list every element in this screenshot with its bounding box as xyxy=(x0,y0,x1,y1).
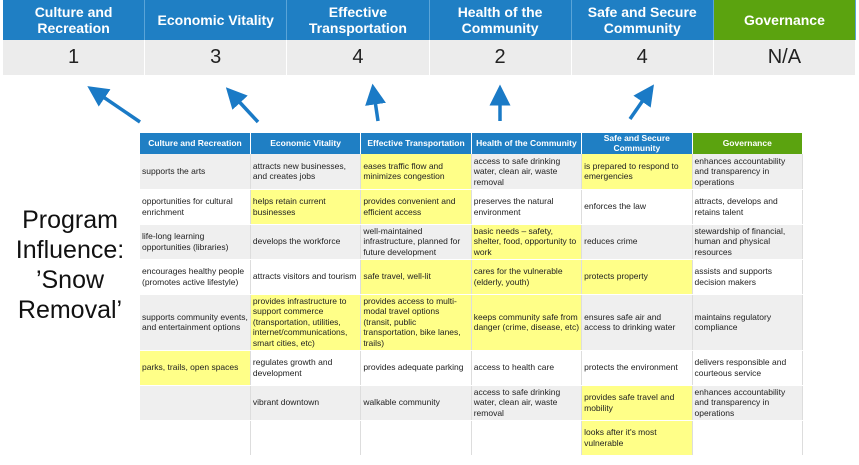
column-header: Effective Transportation xyxy=(360,133,472,154)
table-cell: maintains regulatory compliance xyxy=(692,294,804,351)
influence-table: Culture and Recreation Economic Vitality E… xyxy=(140,133,804,456)
table-row: parks, trails, open spaces regulates grow… xyxy=(140,350,804,386)
table-cell: access to health care xyxy=(471,350,583,386)
summary-header: Economic Vitality xyxy=(145,0,288,40)
table-cell: preserves the natural environment xyxy=(471,189,583,225)
table-cell: helps retain current businesses xyxy=(250,189,362,225)
arrow-icon xyxy=(628,84,654,120)
table-cell: provides infrastructure to support comme… xyxy=(250,294,362,351)
table-cell: opportunities for cultural enrichment xyxy=(140,189,251,225)
label-line: Removal’ xyxy=(17,296,123,324)
table-cell: provides convenient and efficient access xyxy=(360,189,472,225)
label-line: Influence: xyxy=(15,236,125,264)
table-cell: well-maintained infrastructure, planned … xyxy=(360,224,472,260)
table-cell: regulates growth and development xyxy=(250,350,362,386)
table-cell: reduces crime xyxy=(581,224,693,260)
arrow-icon xyxy=(225,87,260,124)
table-cell: eases traffic flow and minimizes congest… xyxy=(360,154,472,190)
table-cell: parks, trails, open spaces xyxy=(140,350,251,386)
label-line: Program xyxy=(22,206,118,234)
table-cell: provides adequate parking xyxy=(360,350,472,386)
table-cell: enhances accountability and transparency… xyxy=(692,154,804,190)
table-cell: access to safe drinking water, clean air… xyxy=(471,154,583,190)
table-cell: walkable community xyxy=(360,385,472,421)
score: 4 xyxy=(571,40,714,75)
table-row: supports community events, and entertain… xyxy=(140,294,804,351)
table-row: supports the arts attracts new businesses… xyxy=(140,154,804,190)
table-cell: cares for the vulnerable (elderly, youth… xyxy=(471,259,583,295)
column-header: Culture and Recreation xyxy=(140,133,251,154)
table-cell: supports the arts xyxy=(140,154,251,190)
arrow-icon xyxy=(87,86,141,124)
table-cell: vibrant downtown xyxy=(250,385,362,421)
table-cell: is prepared to respond to emergencies xyxy=(581,154,693,190)
summary-scores: Culture and Recreation Economic Vitality… xyxy=(3,0,856,75)
table-cell: protects the environment xyxy=(581,350,693,386)
table-cell: encourages healthy people (promotes acti… xyxy=(140,259,251,295)
column-header: Safe and Secure Community xyxy=(581,133,693,154)
table-cell: attracts new businesses, and creates job… xyxy=(250,154,362,190)
table-cell: basic needs – safety, shelter, food, opp… xyxy=(471,224,583,260)
column-header: Economic Vitality xyxy=(250,133,362,154)
column-header: Health of the Community xyxy=(471,133,583,154)
score: 3 xyxy=(145,40,288,75)
label-line: ’Snow xyxy=(35,266,105,294)
table-cell: stewardship of financial, human and phys… xyxy=(692,224,804,260)
table-cell: access to safe drinking water, clean air… xyxy=(471,385,583,421)
summary-header: Culture and Recreation xyxy=(3,0,146,40)
table-cell: enhances accountability and transparency… xyxy=(692,385,804,421)
table-cell: provides access to multi-modal travel op… xyxy=(360,294,472,351)
table-cell: keeps community safe from danger (crime,… xyxy=(471,294,583,351)
table-cell xyxy=(360,420,472,456)
table-cell: assists and supports decision makers xyxy=(692,259,804,295)
table-cell xyxy=(250,420,362,456)
table-cell xyxy=(140,385,251,421)
summary-header: Effective Transportation xyxy=(287,0,430,40)
column-header: Governance xyxy=(692,133,804,154)
summary-header: Health of the Community xyxy=(429,0,572,40)
table-row: life-long learning opportunities (librar… xyxy=(140,224,804,260)
table-row: encourages healthy people (promotes acti… xyxy=(140,259,804,295)
table-cell: attracts visitors and tourism xyxy=(250,259,362,295)
table-cell: supports community events, and entertain… xyxy=(140,294,251,351)
table-row: looks after it's most vulnerable xyxy=(140,420,804,456)
table-cell: delivers responsible and courteous servi… xyxy=(692,350,804,386)
table-row: vibrant downtown walkable community access… xyxy=(140,385,804,421)
score: 4 xyxy=(287,40,430,75)
table-cell: safe travel, well-lit xyxy=(360,259,472,295)
arrow-icon xyxy=(365,83,386,122)
summary-header: Safe and Secure Community xyxy=(571,0,714,40)
table-cell: ensures safe air and access to drinking … xyxy=(581,294,693,351)
score: 2 xyxy=(429,40,572,75)
table-cell: enforces the law xyxy=(581,189,693,225)
table-cell xyxy=(692,420,804,456)
table-cell: protects property xyxy=(581,259,693,295)
program-influence-label: Program Influence: ’Snow Removal’ xyxy=(2,205,138,325)
table-cell: life-long learning opportunities (librar… xyxy=(140,224,251,260)
score: 1 xyxy=(3,40,146,75)
table-cell: attracts, develops and retains talent xyxy=(692,189,804,225)
score: N/A xyxy=(713,40,856,75)
table-cell: provides safe travel and mobility xyxy=(581,385,693,421)
table-cell xyxy=(471,420,583,456)
table-row: opportunities for cultural enrichment hel… xyxy=(140,189,804,225)
table-cell: develops the workforce xyxy=(250,224,362,260)
table-cell xyxy=(140,420,251,456)
summary-header: Governance xyxy=(713,0,856,40)
table-cell: looks after it's most vulnerable xyxy=(581,420,693,456)
